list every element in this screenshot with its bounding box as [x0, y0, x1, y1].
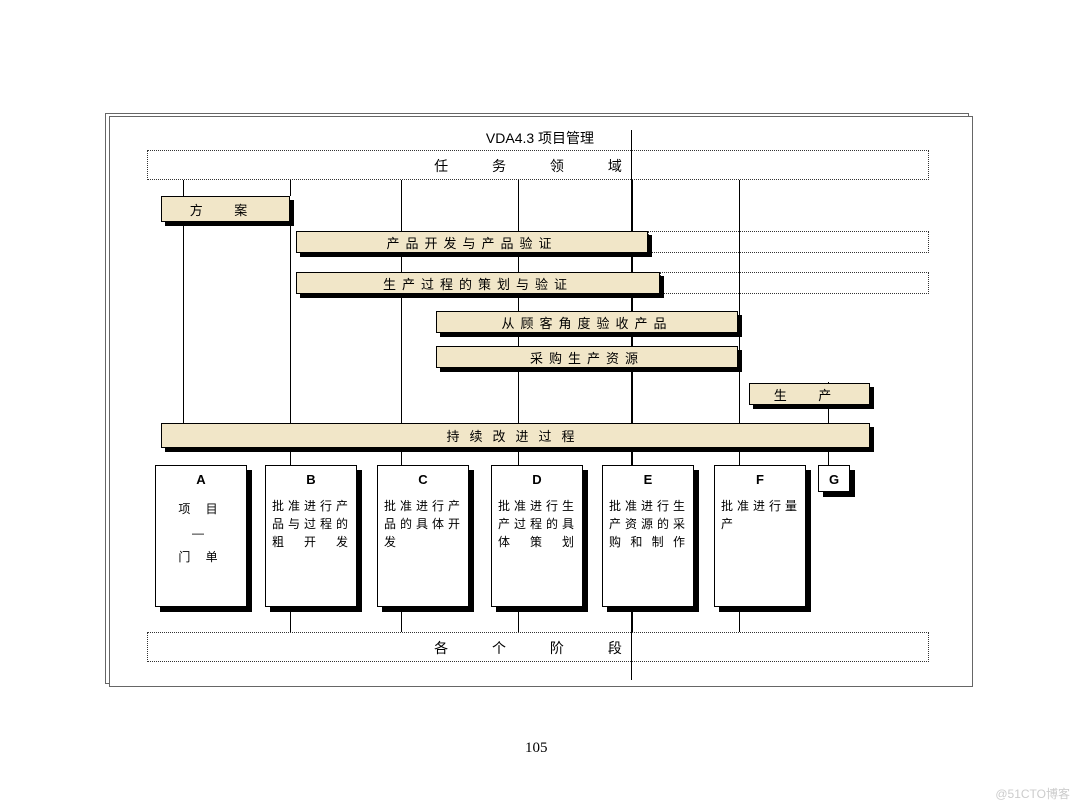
- task-bar-custverify: 从顾客角度验收产品: [436, 311, 738, 333]
- header-band: 任 务 领 域: [147, 150, 929, 180]
- stage-label: G: [825, 472, 843, 487]
- vline: [183, 222, 184, 423]
- stage-label: C: [384, 472, 462, 487]
- diagram-title: VDA4.3 项目管理: [420, 128, 660, 148]
- watermark: @51CTO博客: [995, 785, 1070, 802]
- task-bar-scheme: 方 案: [161, 196, 290, 222]
- stage-box-G: G: [818, 465, 850, 492]
- task-bar-production: 生 产: [749, 383, 870, 405]
- stage-box-E: E 批准进行生产资源的采购和制作: [602, 465, 694, 607]
- stage-text: 批准进行产品与过程的粗开发: [272, 497, 350, 551]
- ext-band-2: [660, 272, 929, 294]
- stage-text: 批准进行量产: [721, 497, 799, 533]
- vline: [290, 180, 291, 196]
- vline: [183, 180, 184, 196]
- stage-box-A: A 项 目 — 门 单: [155, 465, 247, 607]
- footer-band-label: 各 个 阶 段: [434, 640, 642, 656]
- stage-text: 项 目 — 门 单: [162, 497, 240, 569]
- stage-label: F: [721, 472, 799, 487]
- stage-label: B: [272, 472, 350, 487]
- task-bar-improve: 持续改进过程: [161, 423, 870, 448]
- stage-box-B: B 批准进行产品与过程的粗开发: [265, 465, 357, 607]
- task-bar-proddev: 产品开发与产品验证: [296, 231, 648, 253]
- stage-text: 批准进行生产资源的采购和制作: [609, 497, 687, 551]
- stage-label: E: [609, 472, 687, 487]
- vline: [290, 222, 291, 448]
- stage-box-F: F 批准进行量产: [714, 465, 806, 607]
- stage-label: A: [162, 472, 240, 487]
- stage-label: D: [498, 472, 576, 487]
- stage-text: 批准进行生产过程的具体策划: [498, 497, 576, 551]
- page-number: 105: [525, 740, 548, 757]
- stage-box-D: D 批准进行生产过程的具体策划: [491, 465, 583, 607]
- footer-band: 各 个 阶 段: [147, 632, 929, 662]
- task-bar-purchase: 采购生产资源: [436, 346, 738, 368]
- task-bar-procplan: 生产过程的策划与验证: [296, 272, 660, 294]
- stage-text: 批准进行产品的具体开发: [384, 497, 462, 551]
- header-band-label: 任 务 领 域: [434, 158, 642, 174]
- ext-band-1: [648, 231, 929, 253]
- stage-box-C: C 批准进行产品的具体开发: [377, 465, 469, 607]
